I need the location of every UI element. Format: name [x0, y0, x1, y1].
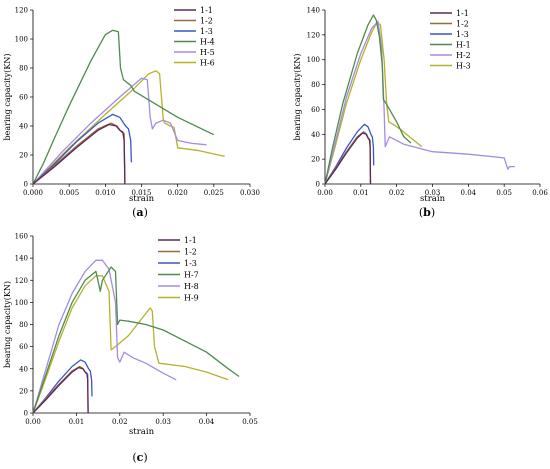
series-line-H-4: [32, 29, 215, 185]
chart-panel-1: 0 20 40 60 80 100 120 140 0.00 0.01 0.02 0.03 0.04 0.…: [293, 7, 548, 220]
series-line-H-2: [324, 20, 515, 185]
y-tick-label: 60: [19, 94, 28, 102]
x-tick-label: 0.05: [496, 189, 512, 197]
panel-caption: (c): [132, 451, 147, 464]
y-tick-label: 40: [19, 365, 28, 373]
series-line-H-7: [32, 266, 240, 414]
x-tick-label: 0.00: [317, 189, 333, 197]
y-tick-label: 20: [19, 152, 28, 160]
panel-caption: (b): [419, 206, 435, 219]
y-tick-label: 20: [311, 156, 320, 164]
x-tick-label: 0.030: [240, 189, 260, 197]
series-line-H-8: [32, 259, 177, 414]
y-tick-label: 60: [19, 343, 28, 351]
series-line-1-1: [32, 366, 89, 414]
legend: 1-1 1-2 1-3 H-7 H-8 H-9: [158, 236, 199, 303]
x-tick-label: 0.00: [25, 418, 41, 426]
y-tick-label: 120: [307, 31, 320, 39]
y-tick-label: 140: [15, 255, 28, 263]
x-tick-label: 0.04: [461, 189, 477, 197]
y-axis-label: bearing capacity(KN): [293, 54, 302, 141]
x-tick-label: 0.03: [425, 189, 441, 197]
y-tick-label: 120: [15, 7, 28, 15]
series-line-1-1: [32, 123, 126, 185]
y-tick-label: 100: [307, 56, 320, 64]
y-tick-label: 0: [316, 181, 320, 189]
x-tick-label: 0.015: [131, 189, 151, 197]
x-tick-label: 0.020: [168, 189, 188, 197]
y-axis-label: bearing capacity(KN): [3, 281, 12, 368]
y-tick-label: 0: [24, 181, 28, 189]
y-tick-label: 20: [19, 387, 28, 395]
y-tick-label: 100: [15, 299, 28, 307]
legend: 1-1 1-21-3 H-4H-5 H-6: [174, 6, 215, 68]
x-tick-label: 0.025: [204, 189, 224, 197]
series-line-H-1: [324, 14, 412, 185]
x-tick-label: 0.05: [242, 418, 258, 426]
x-tick-label: 0.000: [23, 189, 43, 197]
legend-label-1-3: 1-3: [456, 30, 469, 39]
legend-label-1-2: 1-2: [200, 17, 213, 26]
legend-label-H-1: H-1: [456, 41, 471, 50]
legend-label-1-2: 1-2: [456, 20, 469, 29]
y-tick-label: 160: [15, 233, 28, 241]
y-tick-label: 40: [19, 123, 28, 131]
x-axis-label: strain: [129, 194, 155, 204]
x-tick-label: 0.005: [59, 189, 79, 197]
legend-label-H-5: H-5: [200, 48, 215, 57]
legend-label-H-2: H-2: [456, 51, 471, 60]
legend: 1-1 1-21-3 H-1H-2 H-3: [430, 9, 471, 71]
x-axis-label: strain: [420, 194, 446, 204]
legend-label-H-8: H-8: [184, 282, 199, 291]
series-line-1-3: [32, 359, 93, 414]
legend-label-1-1: 1-1: [456, 9, 469, 18]
series-line-H-9: [32, 275, 229, 414]
x-tick-label: 0.03: [155, 418, 171, 426]
y-tick-label: 80: [311, 81, 320, 89]
series-line-1-3: [32, 113, 133, 185]
x-axis-label: strain: [129, 427, 155, 437]
x-tick-label: 0.02: [112, 418, 128, 426]
series-line-1-2: [32, 122, 126, 185]
legend-label-H-7: H-7: [184, 271, 199, 280]
chart-panel-0: 0 20 40 60 80 100 120 0.000 0.005 0.010 0.015 0.020…: [3, 6, 260, 219]
legend-label-1-3: 1-3: [184, 259, 197, 268]
y-tick-label: 120: [15, 277, 28, 285]
legend-label-1-1: 1-1: [184, 236, 197, 245]
legend-label-1-1: 1-1: [200, 6, 213, 15]
series-line-H-3: [324, 21, 423, 185]
y-tick-label: 60: [311, 106, 320, 114]
x-tick-label: 0.06: [532, 189, 548, 197]
x-tick-label: 0.01: [69, 418, 85, 426]
x-tick-label: 0.02: [389, 189, 405, 197]
legend-label-H-4: H-4: [200, 38, 215, 47]
y-tick-label: 0: [24, 410, 28, 418]
legend-label-1-3: 1-3: [200, 27, 213, 36]
y-tick-label: 100: [15, 36, 28, 44]
x-tick-label: 0.04: [199, 418, 215, 426]
legend-label-H-3: H-3: [456, 62, 471, 71]
y-tick-label: 40: [311, 131, 320, 139]
series-line-H-5: [32, 77, 207, 185]
y-axis-label: bearing capacity(KN): [3, 54, 12, 141]
panel-caption: (a): [132, 206, 148, 219]
y-tick-label: 80: [19, 321, 28, 329]
x-tick-label: 0.010: [95, 189, 115, 197]
legend-label-1-2: 1-2: [184, 248, 197, 257]
series-line-1-1: [324, 132, 372, 185]
x-tick-label: 0.01: [353, 189, 369, 197]
legend-label-H-6: H-6: [200, 59, 215, 68]
series-line-H-6: [32, 70, 225, 185]
chart-panel-2: 0 20 40 60 80 100 120 140 160 0.00 0.01 0.02 0.03 0.0…: [3, 233, 258, 465]
legend-label-H-9: H-9: [184, 294, 199, 303]
y-tick-label: 80: [19, 65, 28, 73]
series-line-1-3: [324, 123, 375, 185]
y-tick-label: 140: [307, 7, 320, 15]
